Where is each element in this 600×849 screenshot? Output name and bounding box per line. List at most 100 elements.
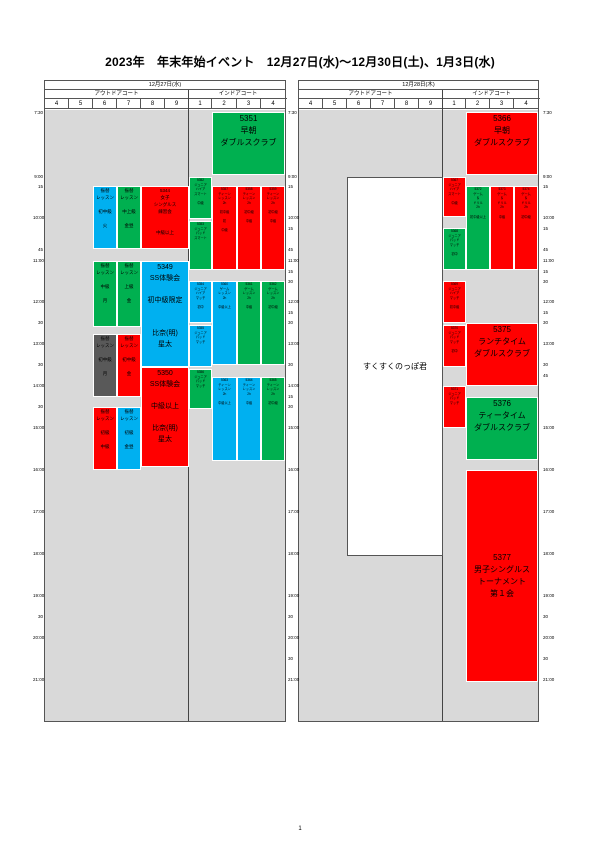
time-label: 15	[543, 184, 549, 189]
time-label: 30	[543, 614, 549, 619]
event-block-5377[interactable]: 5377 男子シングルス トーナメント 第１会	[466, 470, 538, 682]
time-label: 9:00	[288, 174, 297, 179]
event-block-makeup-lesson[interactable]: 振替 レッスン 初級 中級	[93, 407, 117, 470]
schedule-panel-dec28: 12月28日(木) アウトドアコート インドアコート 4 5 6 7 8 9 1…	[298, 80, 540, 722]
time-label: 16:00	[33, 467, 45, 472]
court-number: 1	[189, 99, 212, 109]
event-block-5350[interactable]: 5350 SS体験会 中級以上 比奈(明) 星太	[141, 367, 189, 467]
event-block-5354[interactable]: 5354 ジュニア ハイア マッチ 初中	[189, 281, 212, 323]
event-block-5373[interactable]: 5373 ゲーム ＆ ドリル 2h 中級	[490, 186, 514, 270]
time-label: 21:00	[288, 677, 300, 682]
event-block-makeup-lesson[interactable]: 振替 レッスン 上級 金	[117, 261, 141, 327]
event-block-5364[interactable]: 5364 ティーン レッスン 2h 中級	[237, 377, 261, 461]
time-label: 12:00	[288, 299, 300, 304]
court-number: 3	[237, 99, 261, 109]
time-label: 30	[37, 362, 43, 367]
event-block-makeup-lesson[interactable]: 振替 レッスン 初中級 金	[117, 334, 141, 397]
event-block-5368[interactable]: 5368 ジュニア パッド マッチ 初中	[443, 228, 466, 270]
time-label: 12:00	[33, 299, 45, 304]
court-number: 9	[165, 99, 189, 109]
event-block-5372[interactable]: 5372 ゲーム ＆ ドリル 2h 初中級以上	[466, 186, 490, 270]
time-label: 21:00	[543, 677, 555, 682]
time-label: 14:00	[33, 383, 45, 388]
event-block-5359[interactable]: 5359 ティーン レッスン 2h 初中級 中級	[261, 186, 285, 270]
event-block-5367[interactable]: 5367 ジュニア ハイア スマート 中級	[443, 177, 466, 217]
panel-date: 12月27日(水)	[45, 81, 285, 90]
event-block-5370[interactable]: 5370 ジュニア パッド マッチ 初中	[443, 325, 466, 367]
event-block-makeup-lesson[interactable]: 振替 レッスン 初級 金昼	[117, 407, 141, 470]
event-block-5352[interactable]: 5352 ジュニア ハイア スマート 中級	[189, 177, 212, 219]
time-label: 30	[288, 656, 294, 661]
event-block-5344[interactable]: 5344 女子 シングルス 練習会 中級以上	[141, 186, 189, 249]
event-block-5357[interactable]: 5357 ティーン レッスン 2h 初中級 初 中級	[212, 186, 237, 270]
indoor-court-header: インドアコート	[443, 90, 540, 99]
time-label: 15	[543, 226, 549, 231]
event-block-5353[interactable]: 5353 ジュニア パッド スマート	[189, 221, 212, 270]
time-label: 20:00	[543, 635, 555, 640]
time-label: 17:00	[288, 509, 300, 514]
time-label: 15	[543, 269, 549, 274]
time-label: 9:00	[34, 174, 43, 179]
time-label: 18:00	[33, 551, 45, 556]
time-label: 7:30	[543, 110, 552, 115]
event-block-5358[interactable]: 5358 ティーン レッスン 2h 初中級 中級	[237, 186, 261, 270]
event-block-5349[interactable]: 5349 SS体験会 初中級限定 比奈(明) 星太	[141, 261, 189, 367]
event-block-5371[interactable]: 5371 ジュニア パッド マッチ	[443, 386, 466, 428]
event-block-makeup-lesson[interactable]: 振替 レッスン 中上級 金昼	[117, 186, 141, 249]
time-label: 16:00	[288, 467, 300, 472]
event-block-5365[interactable]: 5365 ティーン レッスン 2h 初中級	[261, 377, 285, 461]
time-label: 15	[288, 269, 294, 274]
page-title: 2023年 年末年始イベント 12月27日(水)～12月30日(土)、1月3日(…	[105, 55, 495, 69]
court-number: 9	[419, 99, 443, 109]
time-label: 19:00	[543, 593, 555, 598]
time-label: 11:00	[33, 258, 44, 263]
event-block-5376[interactable]: 5376 ティータイム ダブルスクラブ	[466, 397, 538, 460]
event-block-5374[interactable]: 5374 ゲーム ＆ ドリル 2h 初中級	[514, 186, 538, 270]
time-label: 10:00	[33, 215, 45, 220]
time-label: 20:00	[288, 635, 300, 640]
time-label: 30	[37, 614, 43, 619]
event-block-5355[interactable]: 5355 ジュニア パッド マッチ	[189, 325, 212, 367]
court-number: 5	[323, 99, 347, 109]
event-block-5363[interactable]: 5363 ティーン レッスン 2h 中級以上	[212, 377, 237, 461]
indoor-court-header: インドアコート	[189, 90, 287, 99]
time-label: 30	[288, 320, 294, 325]
time-label: 30	[288, 614, 294, 619]
time-label: 30	[543, 656, 549, 661]
time-label: 7:30	[288, 110, 297, 115]
event-block-sukusuku[interactable]: すくすくのっぽ君	[347, 177, 443, 556]
event-block-makeup-lesson[interactable]: 振替 レッスン 初中級 月	[93, 334, 117, 397]
time-label: 9:00	[543, 174, 552, 179]
court-number: 4	[45, 99, 69, 109]
court-number: 5	[69, 99, 93, 109]
time-label: 20:00	[33, 635, 45, 640]
time-label: 19:00	[33, 593, 45, 598]
event-block-5375[interactable]: 5375 ランチタイム ダブルスクラブ	[466, 323, 538, 386]
event-block-5366[interactable]: 5366 早朝 ダブルスクラブ	[466, 112, 538, 175]
time-label: 15:00	[543, 425, 555, 430]
event-block-5360[interactable]: 5360 ゲーム レッスン 2h 中級以上	[212, 281, 237, 365]
event-block-5356[interactable]: 5356 ジュニア パッド マッチ	[189, 369, 212, 409]
time-label: 15	[37, 184, 43, 189]
court-number: 4	[299, 99, 323, 109]
time-label: 18:00	[288, 551, 300, 556]
event-block-5362[interactable]: 5362 ゲーム レッスン 2h 初中級	[261, 281, 285, 365]
event-block-5369[interactable]: 5369 ジュニア ハイア マッチ 初中級	[443, 281, 466, 323]
time-label: 19:00	[288, 593, 300, 598]
court-number: 2	[466, 99, 490, 109]
time-label: 11:00	[543, 258, 554, 263]
time-label: 13:00	[543, 341, 555, 346]
event-block-makeup-lesson[interactable]: 振替 レッスン 初中級 火	[93, 186, 117, 249]
time-label: 7:30	[34, 110, 43, 115]
time-label: 21:00	[33, 677, 45, 682]
time-label: 15:00	[288, 425, 300, 430]
time-label: 13:00	[288, 341, 300, 346]
time-label: 10:00	[543, 215, 555, 220]
event-block-5351[interactable]: 5351 早朝 ダブルスクラブ	[212, 112, 285, 175]
time-label: 17:00	[543, 509, 555, 514]
event-block-makeup-lesson[interactable]: 振替 レッスン 中級 月	[93, 261, 117, 327]
time-label: 11:00	[288, 258, 299, 263]
time-label: 15	[288, 184, 294, 189]
schedule-panel-dec27: 12月27日(水) アウトドアコート インドアコート 4 5 6 7 8 9 1…	[44, 80, 287, 722]
event-block-5361[interactable]: 5361 ゲーム レッスン 2h 中級	[237, 281, 261, 365]
